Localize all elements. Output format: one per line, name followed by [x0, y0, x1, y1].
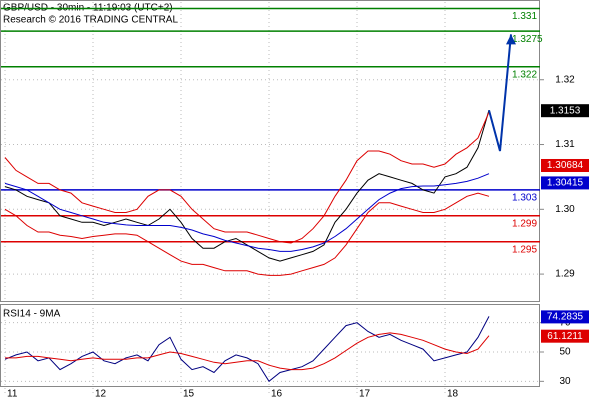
price-marker-label: 1.3153 [550, 105, 581, 116]
price-frame [0, 0, 540, 302]
price-marker [541, 104, 589, 118]
y-tick-label: 30 [559, 376, 571, 387]
x-tick-label: 18 [447, 389, 459, 400]
level-label: 1.331 [512, 11, 537, 22]
x-tick-label: 11 [7, 389, 18, 400]
y-tick-label: 1.32 [555, 74, 575, 85]
level-label: 1.322 [512, 69, 537, 80]
price-marker-label: 1.30684 [547, 160, 584, 171]
x-tick-label: 16 [271, 389, 283, 400]
price-marker [541, 310, 589, 324]
level-label: 1.3275 [512, 34, 543, 45]
price-marker [541, 176, 589, 190]
series-line [5, 332, 490, 371]
y-tick-label: 1.29 [555, 269, 575, 280]
series-line [4, 316, 490, 383]
arrow-head [506, 34, 516, 45]
series-line [4, 110, 490, 262]
series-line [4, 192, 490, 276]
series-line [4, 173, 490, 252]
level-label: 1.295 [512, 244, 537, 255]
x-tick-label: 12 [95, 389, 107, 400]
chart-subtitle: Research © 2016 TRADING CENTRAL [3, 15, 178, 26]
price-marker-label: 74.2835 [547, 312, 584, 323]
x-tick-label: 17 [359, 389, 371, 400]
level-label: 1.299 [512, 218, 537, 229]
y-tick-label: 50 [559, 347, 571, 358]
rsi-title: RSI14 - 9MA [3, 309, 61, 320]
price-marker-label: 1.30415 [547, 178, 584, 189]
level-label: 1.303 [512, 193, 537, 204]
series-line [4, 111, 490, 244]
price-marker-label: 61.1211 [547, 331, 583, 342]
price-marker [541, 158, 589, 172]
x-tick-label: 15 [183, 389, 195, 400]
series-line [488, 34, 512, 152]
y-tick-label: 1.31 [555, 139, 575, 150]
price-marker [541, 329, 589, 343]
rsi-frame [0, 304, 540, 387]
y-tick-label: 1.30 [555, 204, 575, 215]
